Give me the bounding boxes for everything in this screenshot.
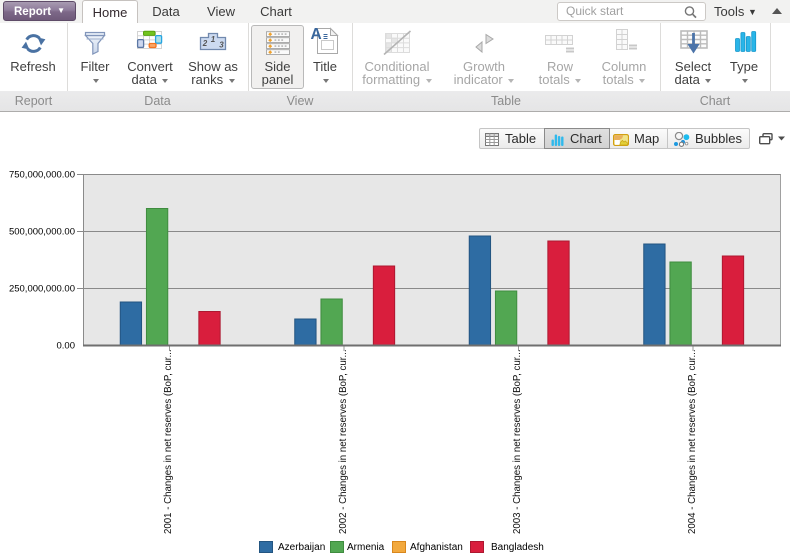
svg-text:250,000,000.00: 250,000,000.00 [9, 284, 75, 295]
svg-text:500,000,000.00: 500,000,000.00 [9, 227, 75, 238]
svg-text:2: 2 [202, 39, 208, 48]
svg-text:A: A [311, 26, 322, 43]
svg-text:0.00: 0.00 [57, 341, 76, 352]
svg-text:1: 1 [211, 35, 216, 44]
svg-text:3: 3 [219, 41, 224, 50]
svg-text:750,000,000.00: 750,000,000.00 [9, 170, 75, 181]
